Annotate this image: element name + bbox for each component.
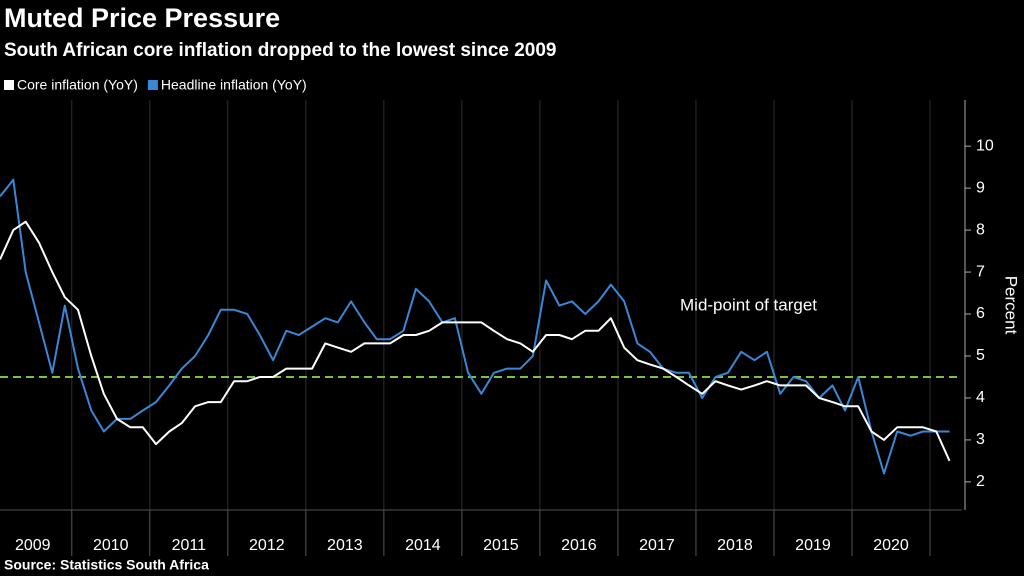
x-tick-label: 2015 [483,537,519,554]
x-tick-label: 2019 [795,537,831,554]
y-tick-label: 9 [976,179,985,196]
legend-label: Headline inflation (YoY) [161,77,307,93]
x-tick-label: 2014 [405,537,441,554]
y-tick-label: 7 [976,263,985,280]
series-line [0,178,950,475]
legend-swatch [147,80,158,90]
y-tick-label: 6 [976,305,985,322]
x-tick-label: 2010 [93,537,129,554]
x-tick-label: 2017 [639,537,675,554]
x-tick-label: 2011 [172,537,207,554]
y-tick-label: 4 [976,389,985,406]
y-tick-label: 3 [976,431,985,448]
x-tick-label: 2012 [249,537,285,554]
x-tick-label: 2020 [873,537,909,554]
legend-swatch [4,80,14,90]
y-tick-label: 2 [976,473,985,490]
chart-title: Muted Price Pressure [4,3,280,33]
y-tick-label: 8 [976,221,985,238]
legend-label: Core inflation (YoY) [17,77,138,93]
x-tick-label: 2016 [561,537,597,554]
legend: Core inflation (YoY) Headline inflation (… [4,77,307,93]
series-line [0,220,951,462]
y-tick-label: 5 [976,347,985,364]
x-tick-label: 2009 [15,537,51,554]
y-tick-label: 10 [976,137,994,154]
chart-subtitle: South African core inflation dropped to … [4,40,557,61]
x-tick-label: 2013 [327,537,363,554]
x-tick-label: 2018 [717,537,753,554]
y-axis-label: Percent [1002,276,1021,335]
reference-label: Mid-point of target [680,295,817,314]
source: Source: Statistics South Africa [4,557,209,573]
